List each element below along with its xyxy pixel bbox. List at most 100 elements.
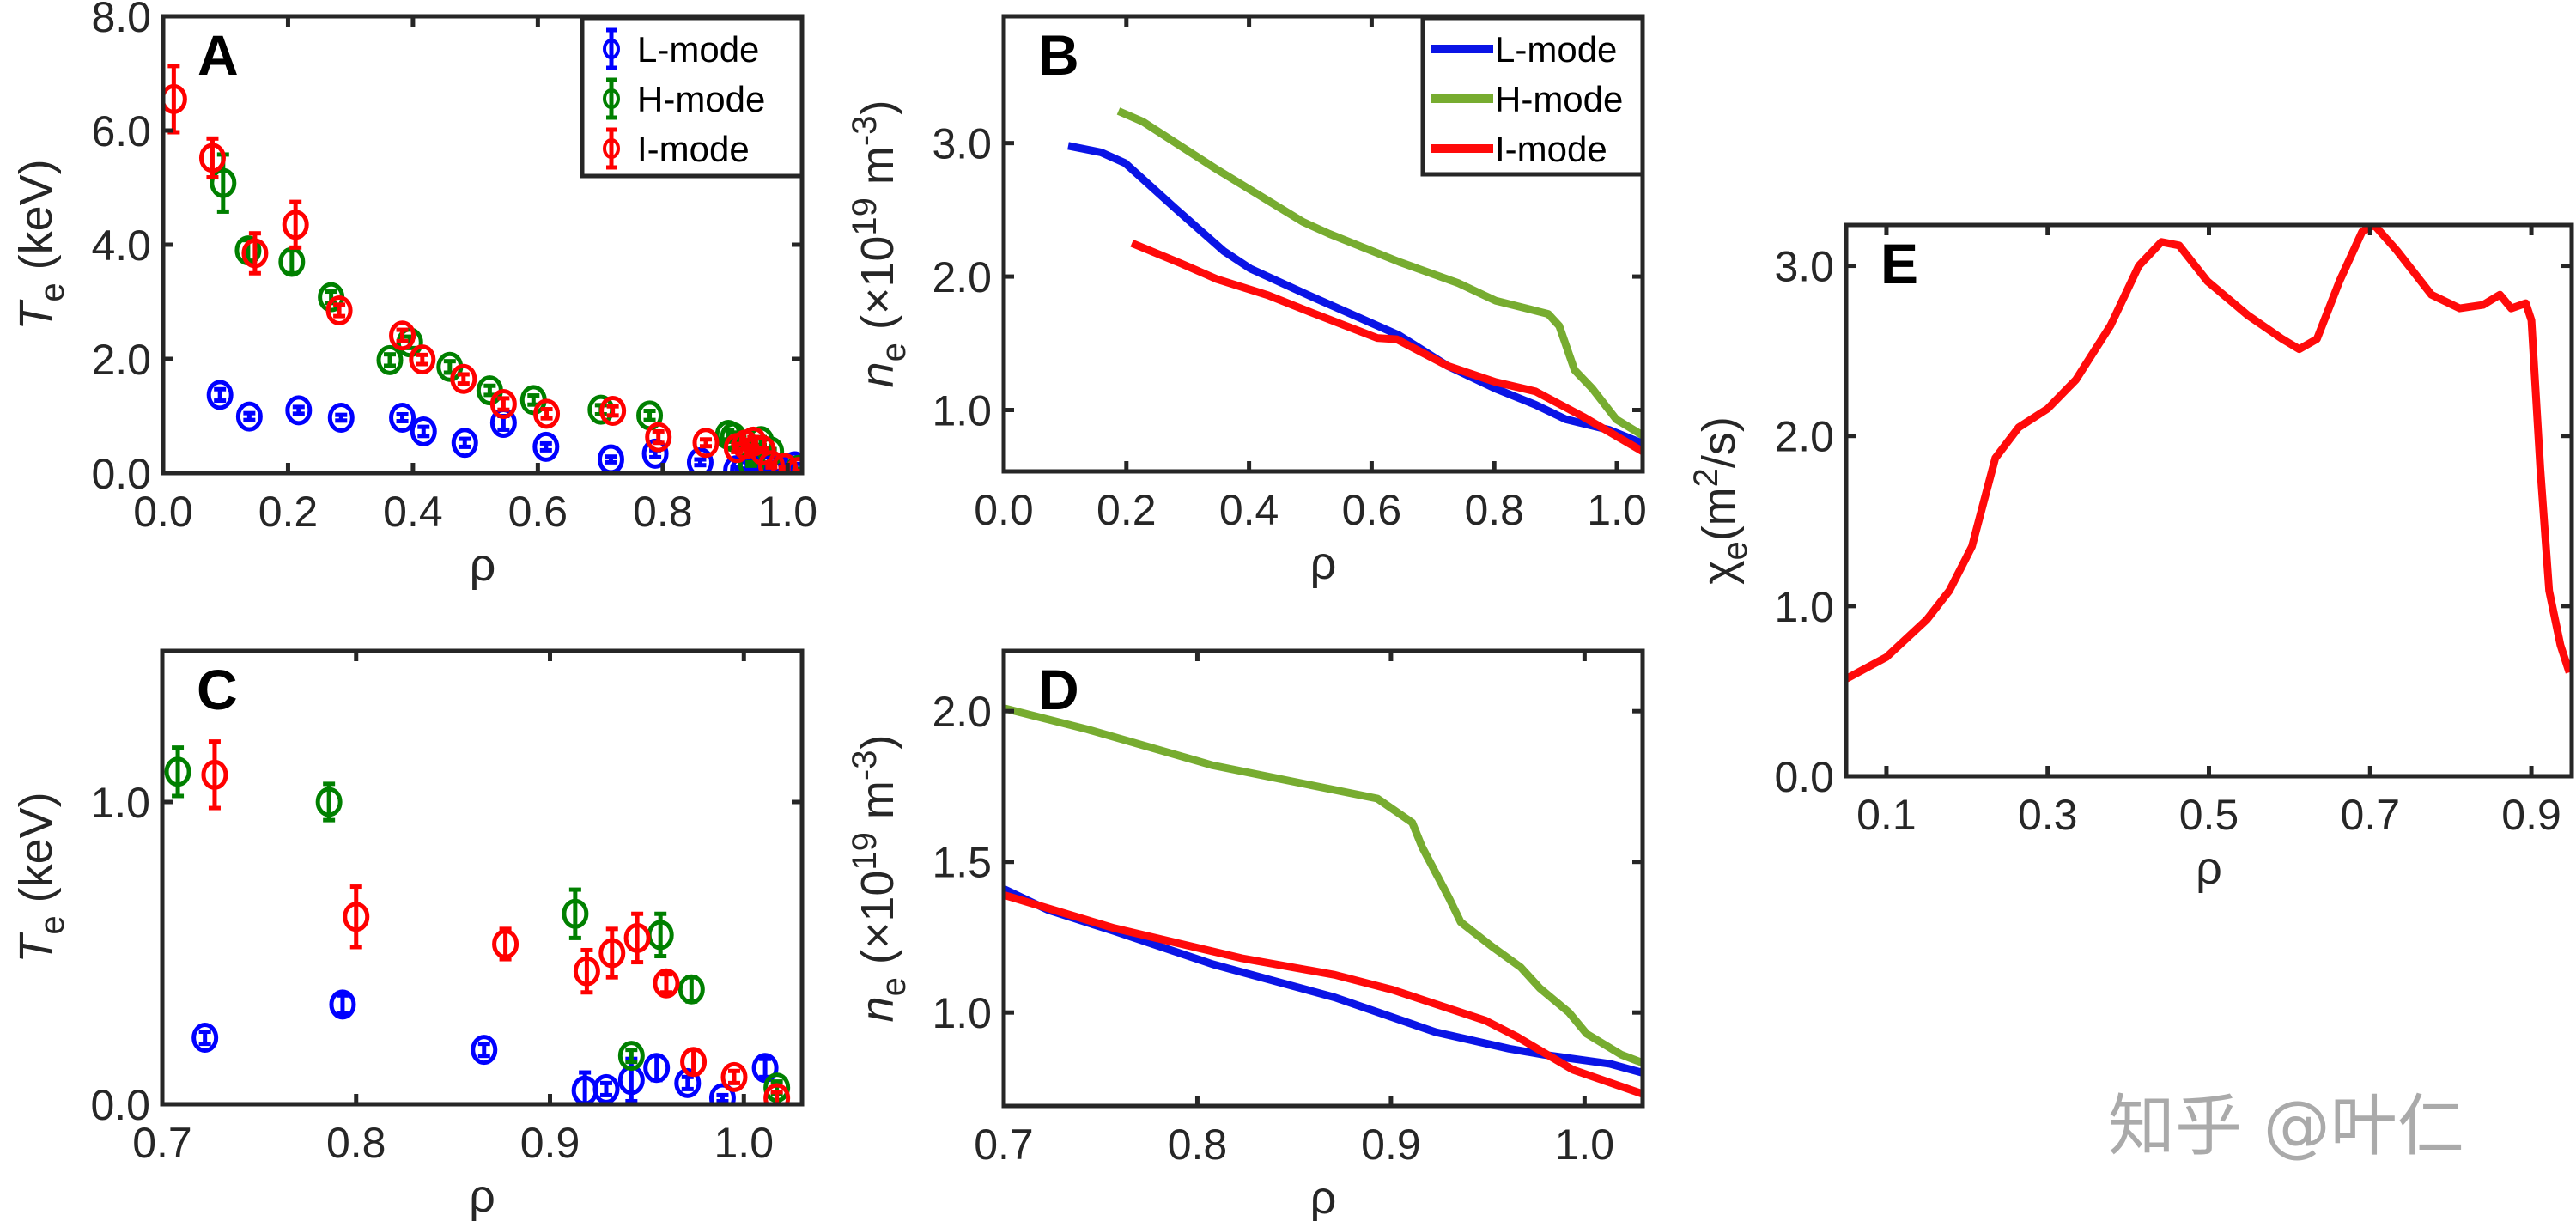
- marker-circle: [198, 143, 226, 173]
- y-label-symbol: χ: [1693, 561, 1745, 585]
- x-tick-label: 0.9: [520, 1119, 580, 1167]
- x-tick-label: 0.4: [383, 488, 443, 536]
- y-label-unit: ): [852, 100, 903, 116]
- legend-marker-icon: [603, 88, 620, 109]
- y-axis-label: ne (×1019 m-3): [846, 735, 913, 1023]
- data-point: [201, 739, 228, 811]
- y-tick-label: 4.0: [91, 222, 151, 270]
- marker-circle: [677, 974, 705, 1005]
- legend-label: L-mode: [637, 29, 759, 70]
- y-tick-label: 0.0: [91, 450, 151, 498]
- legend-item-i-mode: I-mode: [1431, 129, 1607, 169]
- legend: L-mode H-mode I-mode: [580, 15, 805, 179]
- y-label-superscript: 2: [1687, 468, 1725, 487]
- data-point: [492, 926, 519, 962]
- y-label-unit: (keV): [10, 792, 62, 915]
- x-axis-label: ρ: [1310, 538, 1337, 589]
- y-axis-label: Te (keV): [10, 159, 71, 330]
- x-tick-label: 0.0: [974, 486, 1034, 534]
- marker-circle: [315, 787, 343, 817]
- data-point: [410, 416, 437, 446]
- x-tick-label: 0.8: [326, 1119, 386, 1167]
- marker-circle: [409, 344, 436, 375]
- y-axis-label: Te (keV): [10, 792, 71, 963]
- marker-circle: [450, 363, 477, 394]
- series-line-i-mode: [1004, 890, 1643, 1098]
- data-point: [623, 911, 651, 965]
- marker-circle: [410, 416, 437, 446]
- data-point: [562, 887, 589, 940]
- data-point: [573, 947, 600, 995]
- y-label-symbol: n: [852, 361, 903, 387]
- x-axis-label: ρ: [2196, 842, 2222, 894]
- legend-item-h-mode: H-mode: [603, 77, 765, 120]
- data-point: [389, 402, 416, 433]
- x-tick-label: 0.3: [2018, 791, 2078, 839]
- y-label-symbol: T: [10, 932, 62, 963]
- panel-c: 0.7 0.8 0.9 1.0 0.0 1.0 ρ Te (keV) C: [10, 648, 805, 1221]
- legend-marker-icon: [603, 138, 620, 159]
- marker-circle: [573, 956, 600, 987]
- data-point: [376, 344, 404, 375]
- x-tick-label: 0.4: [1219, 486, 1279, 534]
- marker-circle: [692, 428, 720, 459]
- y-label-symbol: n: [852, 996, 903, 1022]
- y-label-subscript: e: [33, 915, 71, 934]
- axes-box: [1001, 648, 1645, 1109]
- x-axis-label: ρ: [470, 539, 496, 591]
- marker-circle: [191, 1023, 219, 1054]
- y-tick-label: 0.0: [90, 1081, 150, 1129]
- series-i-mode: [163, 64, 802, 473]
- legend-item-l-mode: L-mode: [1431, 29, 1617, 70]
- x-tick-label: 0.5: [2179, 791, 2239, 839]
- data-point: [164, 745, 191, 799]
- x-tick-label: 1.0: [714, 1119, 775, 1167]
- series-i-mode: [201, 739, 791, 1104]
- marker-circle: [329, 989, 356, 1020]
- data-point: [235, 401, 263, 432]
- data-point: [450, 363, 477, 394]
- y-tick-label: 3.0: [932, 120, 992, 168]
- marker-circle: [282, 210, 309, 240]
- legend-item-l-mode: L-mode: [603, 27, 759, 70]
- y-label-symbol: T: [10, 299, 62, 331]
- legend-label: L-mode: [1495, 29, 1617, 70]
- data-point: [643, 1053, 671, 1084]
- y-tick-label: 1.0: [90, 779, 150, 827]
- series-line-i-mode: [1130, 240, 1643, 455]
- data-point: [343, 884, 370, 950]
- x-tick-label: 0.2: [1097, 486, 1157, 534]
- marker-circle: [680, 1047, 708, 1078]
- panel-letter: B: [1038, 23, 1079, 87]
- marker-circle: [686, 446, 714, 473]
- series-line-chi_e: [1846, 225, 2572, 683]
- legend: L-mode H-mode I-mode: [1420, 15, 1645, 177]
- x-tick-label: 0.2: [258, 488, 319, 536]
- y-tick-label: 2.0: [932, 688, 992, 736]
- y-tick-label: 2.0: [932, 253, 992, 301]
- x-tick-label: 0.1: [1856, 791, 1917, 839]
- data-point: [327, 402, 355, 433]
- data-point: [599, 396, 627, 427]
- data-point: [720, 1061, 748, 1092]
- data-point: [598, 926, 626, 980]
- marker-circle: [376, 344, 404, 375]
- data-point: [677, 974, 705, 1005]
- series-l-mode: [191, 989, 779, 1104]
- x-tick-label: 0.0: [133, 488, 193, 536]
- data-point: [692, 428, 720, 459]
- marker-circle: [763, 1083, 791, 1104]
- marker-circle: [325, 295, 353, 325]
- x-tick-label: 0.6: [1342, 486, 1402, 534]
- data-point: [241, 231, 269, 276]
- legend-label: H-mode: [1495, 79, 1623, 119]
- x-tick-label: 1.0: [758, 488, 818, 536]
- data-point: [680, 1047, 708, 1078]
- data-point: [708, 1083, 736, 1104]
- panel-a: 0.0 0.2 0.4 0.6 0.8 1.0 0.0 2.0 4.0 6.0 8.0 ρ Te (ke…: [10, 0, 817, 591]
- series-line-h-mode: [1116, 107, 1643, 439]
- marker-circle: [210, 167, 237, 198]
- x-tick-label: 0.8: [1168, 1121, 1228, 1169]
- y-label-subscript: e: [1716, 541, 1754, 560]
